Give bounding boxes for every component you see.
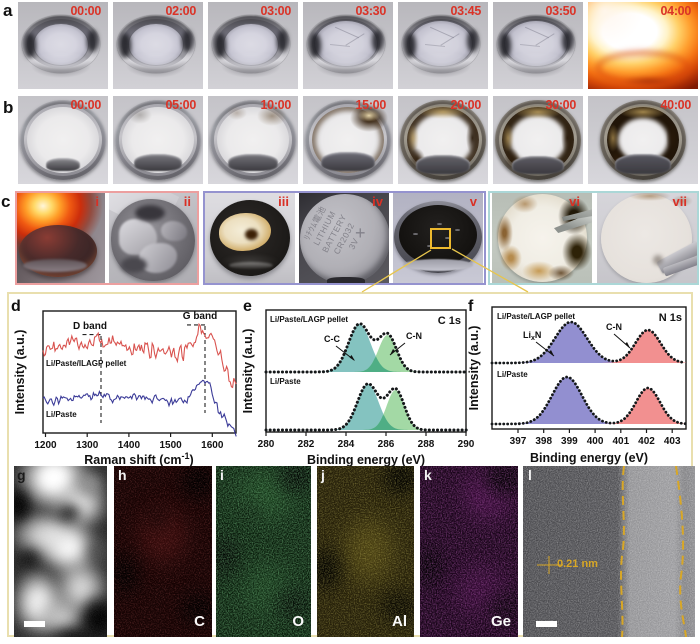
svg-text:399: 399 [561, 436, 578, 447]
svg-text:1400: 1400 [118, 440, 141, 451]
svg-text:C 1s: C 1s [438, 315, 461, 327]
svg-text:Li/Paste/LAGP pellet: Li/Paste/LAGP pellet [497, 312, 575, 321]
svg-text:Intensity (a.u.): Intensity (a.u.) [241, 329, 255, 414]
svg-text:284: 284 [338, 439, 355, 450]
svg-text:402: 402 [638, 436, 655, 447]
svg-text:Li/Paste: Li/Paste [270, 377, 301, 386]
svg-text:290: 290 [458, 439, 475, 450]
svg-text:Li/Paste: Li/Paste [497, 370, 528, 379]
svg-text:1500: 1500 [159, 440, 182, 451]
svg-text:1200: 1200 [34, 440, 57, 451]
svg-text:Li/Paste/LAGP pellet: Li/Paste/LAGP pellet [270, 315, 348, 324]
svg-text:282: 282 [298, 439, 315, 450]
svg-text:398: 398 [535, 436, 552, 447]
svg-text:Intensity (a.u.): Intensity (a.u.) [467, 326, 481, 411]
svg-text:Li/Paste/lLAGP pellet: Li/Paste/lLAGP pellet [46, 359, 127, 368]
svg-text:1300: 1300 [76, 440, 99, 451]
svg-text:Li/Paste: Li/Paste [46, 410, 77, 419]
svg-text:C-N: C-N [606, 322, 622, 332]
svg-text:C-N: C-N [406, 331, 422, 341]
svg-text:Binding energy (eV): Binding energy (eV) [307, 453, 425, 467]
svg-text:403: 403 [664, 436, 681, 447]
svg-text:G band: G band [183, 311, 217, 322]
svg-text:D band: D band [73, 321, 107, 332]
svg-text:Raman shift (cm-1): Raman shift (cm-1) [84, 451, 193, 467]
svg-text:LixN: LixN [523, 330, 541, 342]
svg-text:C-C: C-C [324, 334, 340, 344]
svg-text:1600: 1600 [201, 440, 224, 451]
svg-text:Intensity (a.u.): Intensity (a.u.) [13, 330, 27, 415]
svg-text:288: 288 [418, 439, 435, 450]
svg-text:Binding energy (eV): Binding energy (eV) [530, 451, 648, 465]
svg-text:N 1s: N 1s [659, 312, 682, 324]
svg-text:400: 400 [587, 436, 604, 447]
svg-text:286: 286 [378, 439, 395, 450]
svg-text:280: 280 [258, 439, 275, 450]
svg-text:397: 397 [510, 436, 527, 447]
svg-text:401: 401 [612, 436, 629, 447]
